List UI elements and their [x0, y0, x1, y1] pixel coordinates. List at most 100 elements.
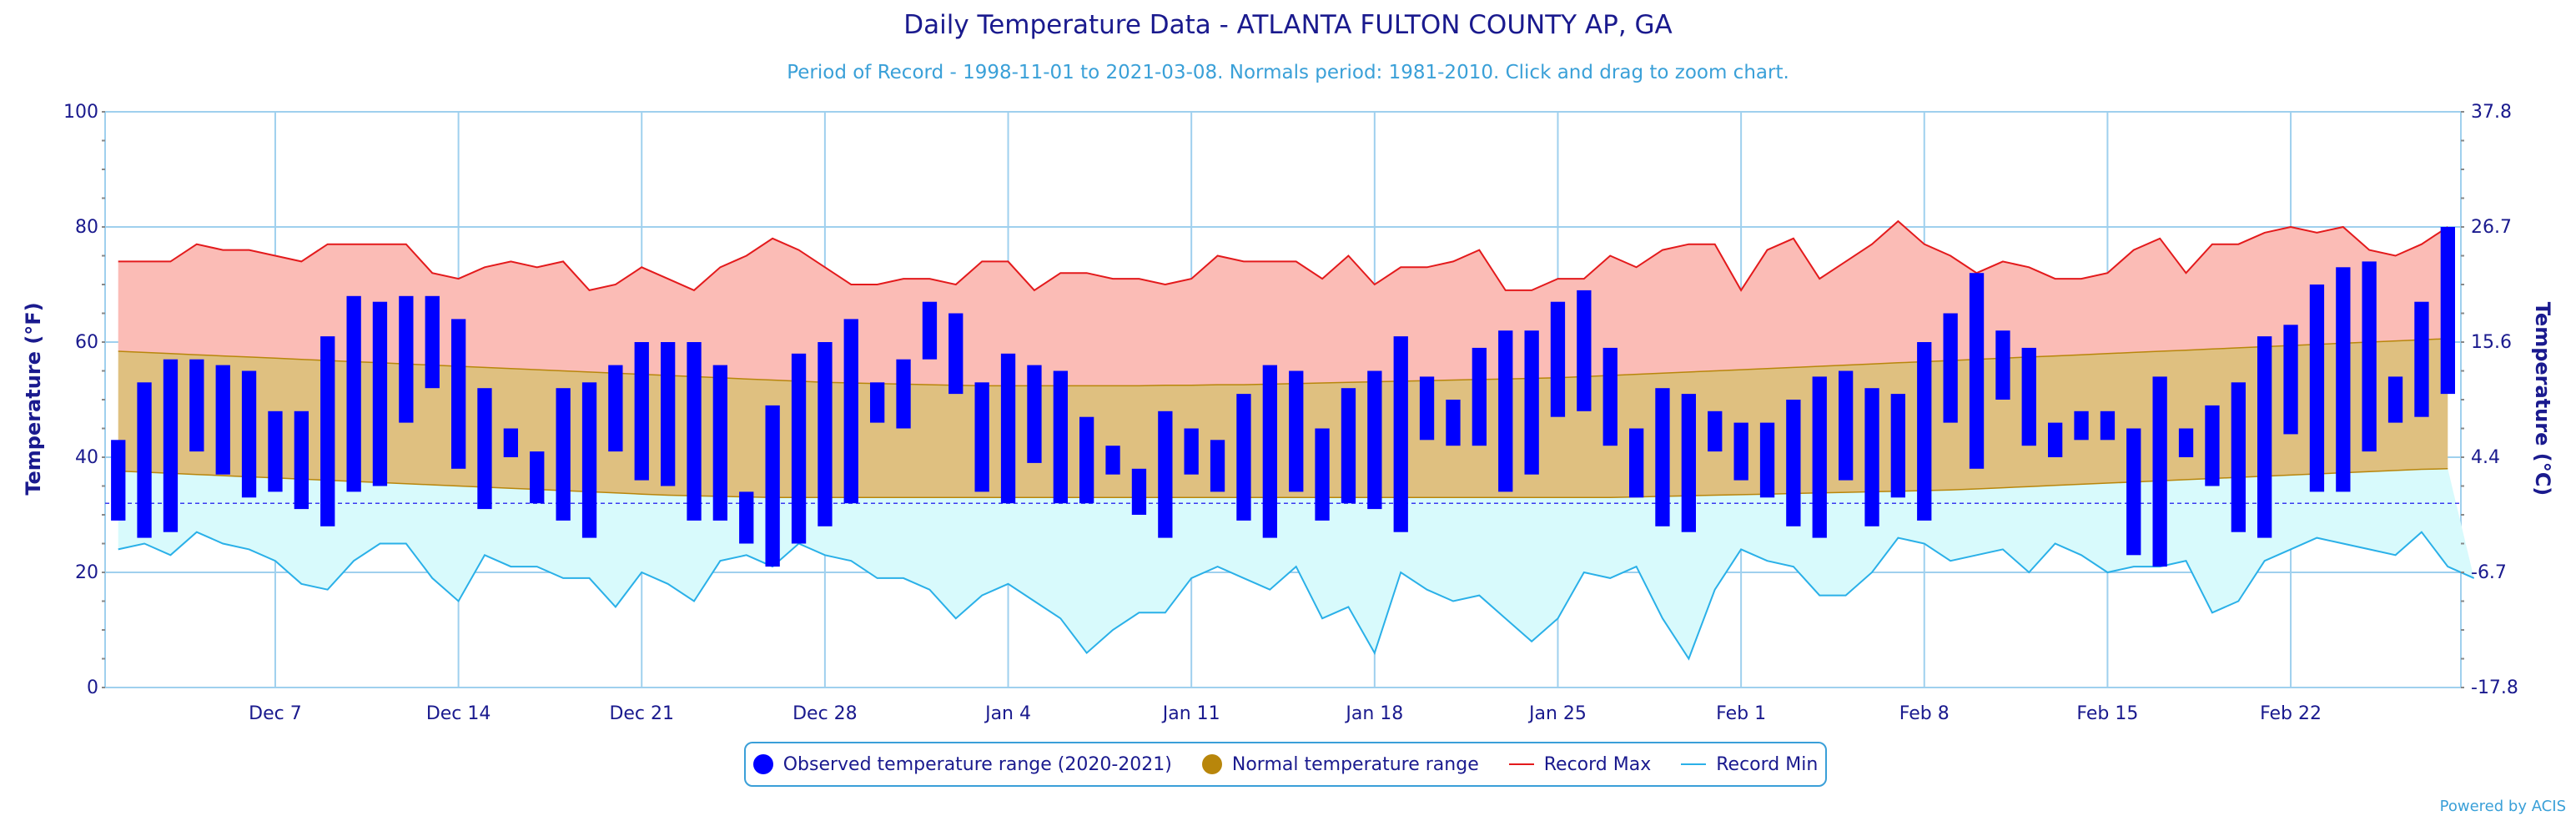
- observed-range-bar[interactable]: [1498, 330, 1513, 492]
- observed-range-bar[interactable]: [2283, 325, 2298, 435]
- observed-range-bar[interactable]: [1393, 336, 1408, 532]
- observed-range-bar[interactable]: [1210, 440, 1225, 492]
- observed-range-bar[interactable]: [687, 342, 702, 521]
- observed-range-bar[interactable]: [241, 370, 257, 498]
- observed-range-bar[interactable]: [2231, 382, 2246, 532]
- observed-range-bar[interactable]: [2440, 227, 2455, 395]
- observed-range-bar[interactable]: [1341, 388, 1356, 504]
- observed-range-bar[interactable]: [1236, 394, 1251, 521]
- observed-range-bar[interactable]: [1708, 410, 1723, 452]
- observed-range-bar[interactable]: [1733, 422, 1748, 481]
- observed-range-bar[interactable]: [2178, 428, 2194, 458]
- observed-range-bar[interactable]: [1105, 446, 1120, 475]
- observed-range-bar[interactable]: [1315, 428, 1330, 521]
- observed-range-bar[interactable]: [1655, 388, 1670, 526]
- observed-range-bar[interactable]: [1262, 365, 1277, 538]
- legend-item-record-max[interactable]: Record Max: [1508, 754, 1651, 775]
- observed-range-bar[interactable]: [530, 451, 545, 504]
- legend-item-observed[interactable]: Observed temperature range (2020-2021): [752, 754, 1172, 775]
- observed-range-bar[interactable]: [294, 410, 309, 510]
- observed-range-bar[interactable]: [1602, 347, 1618, 446]
- observed-range-bar[interactable]: [451, 319, 466, 469]
- observed-range-bar[interactable]: [1053, 370, 1068, 504]
- observed-range-bar[interactable]: [1890, 394, 1905, 498]
- observed-range-bar[interactable]: [477, 388, 492, 510]
- observed-range-bar[interactable]: [1629, 428, 1644, 498]
- observed-range-bar[interactable]: [2257, 336, 2272, 538]
- observed-range-bar[interactable]: [1786, 400, 1801, 526]
- observed-range-bar[interactable]: [712, 365, 727, 521]
- observed-range-bar[interactable]: [608, 365, 623, 452]
- observed-range-bar[interactable]: [1079, 416, 1094, 504]
- observed-range-bar[interactable]: [1839, 370, 1854, 481]
- observed-range-bar[interactable]: [1472, 347, 1487, 446]
- y-tick-label-right: 4.4: [2471, 447, 2500, 468]
- observed-range-bar[interactable]: [556, 388, 571, 521]
- observed-range-bar[interactable]: [791, 353, 807, 544]
- observed-range-bar[interactable]: [896, 359, 911, 429]
- observed-range-bar[interactable]: [661, 342, 676, 486]
- observed-range-bar[interactable]: [1759, 422, 1775, 498]
- observed-range-bar[interactable]: [581, 382, 597, 538]
- observed-range-bar[interactable]: [2074, 410, 2089, 441]
- observed-range-bar[interactable]: [1000, 353, 1016, 504]
- legend-dot-icon: [752, 754, 773, 774]
- observed-range-bar[interactable]: [372, 301, 388, 486]
- observed-range-bar[interactable]: [137, 382, 152, 538]
- observed-range-bar[interactable]: [765, 405, 780, 567]
- observed-range-bar[interactable]: [189, 359, 204, 452]
- observed-range-bar[interactable]: [215, 365, 230, 475]
- observed-range-bar[interactable]: [2126, 428, 2141, 556]
- observed-range-bar[interactable]: [268, 410, 283, 492]
- observed-range-bar[interactable]: [922, 301, 938, 360]
- legend-item-record-min[interactable]: Record Min: [1681, 754, 1818, 775]
- observed-range-bar[interactable]: [2309, 285, 2325, 492]
- y-tick-label-left: 80: [75, 217, 98, 238]
- observed-range-bar[interactable]: [1995, 330, 2010, 400]
- observed-range-bar[interactable]: [111, 440, 126, 521]
- observed-range-bar[interactable]: [818, 342, 833, 526]
- observed-range-bar[interactable]: [1131, 468, 1147, 515]
- observed-range-bar[interactable]: [870, 382, 885, 423]
- observed-range-bar[interactable]: [346, 295, 361, 492]
- observed-range-bar[interactable]: [163, 359, 179, 532]
- observed-range-bar[interactable]: [1446, 400, 1461, 446]
- observed-range-bar[interactable]: [425, 295, 440, 389]
- observed-range-bar[interactable]: [1289, 370, 1304, 492]
- observed-range-bar[interactable]: [2152, 376, 2167, 567]
- observed-range-bar[interactable]: [2048, 422, 2063, 457]
- observed-range-bar[interactable]: [1917, 342, 1932, 521]
- observed-range-bar[interactable]: [2100, 410, 2116, 441]
- observed-bars[interactable]: [111, 227, 2455, 567]
- observed-range-bar[interactable]: [1027, 365, 1042, 463]
- observed-range-bar[interactable]: [2205, 405, 2220, 486]
- observed-range-bar[interactable]: [503, 428, 518, 458]
- observed-range-bar[interactable]: [1367, 370, 1382, 510]
- observed-range-bar[interactable]: [2362, 261, 2377, 452]
- observed-range-bar[interactable]: [1524, 330, 1539, 475]
- observed-range-bar[interactable]: [1577, 290, 1592, 411]
- observed-range-bar[interactable]: [948, 313, 963, 395]
- credits-link[interactable]: Powered by ACIS: [2439, 798, 2566, 815]
- observed-range-bar[interactable]: [1864, 388, 1879, 526]
- observed-range-bar[interactable]: [1812, 376, 1827, 538]
- legend-item-normal[interactable]: Normal temperature range: [1201, 754, 1479, 775]
- observed-range-bar[interactable]: [1681, 394, 1696, 532]
- observed-range-bar[interactable]: [399, 295, 414, 423]
- observed-range-bar[interactable]: [739, 491, 754, 544]
- observed-range-bar[interactable]: [320, 336, 335, 526]
- observed-range-bar[interactable]: [2414, 301, 2429, 417]
- observed-range-bar[interactable]: [1158, 410, 1173, 538]
- observed-range-bar[interactable]: [1943, 313, 1958, 423]
- observed-range-bar[interactable]: [634, 342, 649, 481]
- observed-range-bar[interactable]: [1969, 273, 1985, 469]
- observed-range-bar[interactable]: [1184, 428, 1199, 475]
- observed-range-bar[interactable]: [1550, 301, 1566, 417]
- observed-range-bar[interactable]: [974, 382, 989, 492]
- observed-range-bar[interactable]: [2336, 267, 2351, 492]
- observed-range-bar[interactable]: [2021, 347, 2036, 446]
- observed-range-bar[interactable]: [2387, 376, 2403, 423]
- observed-range-bar[interactable]: [843, 319, 858, 504]
- observed-range-bar[interactable]: [1419, 376, 1435, 441]
